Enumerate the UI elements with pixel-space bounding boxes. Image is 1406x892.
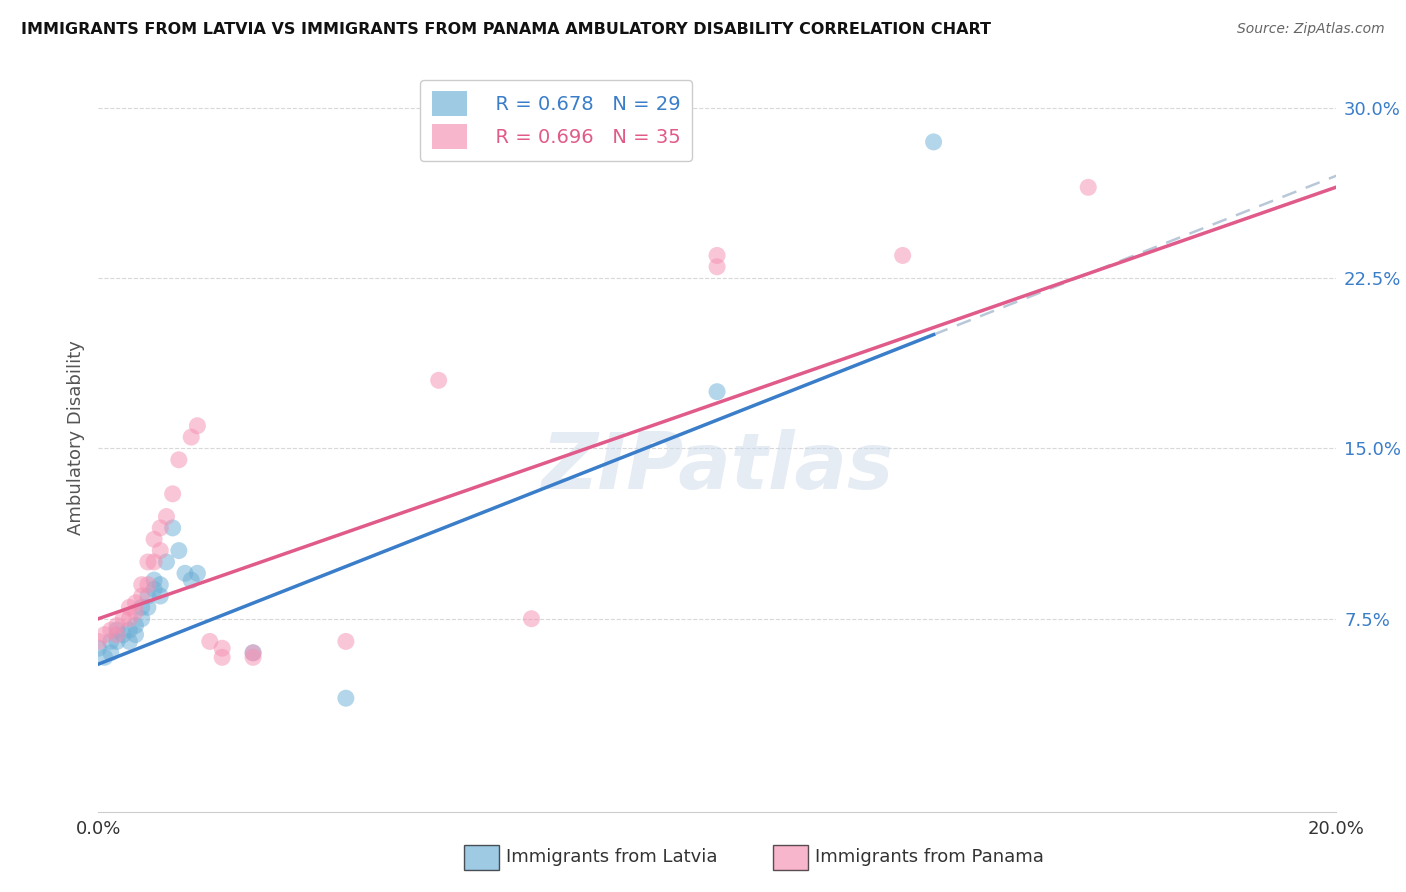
Point — [136, 600, 159, 615]
Point — [162, 521, 184, 535]
Point — [131, 600, 153, 615]
Point — [198, 634, 221, 648]
Point — [149, 589, 172, 603]
Point — [124, 627, 146, 641]
Point — [105, 634, 128, 648]
Point — [131, 589, 153, 603]
Point — [105, 623, 128, 637]
Point — [100, 634, 122, 648]
Point — [124, 596, 146, 610]
Point — [136, 577, 159, 591]
Point — [93, 627, 115, 641]
Point — [143, 582, 166, 597]
Point — [105, 627, 128, 641]
Point — [167, 543, 190, 558]
Text: Source: ZipAtlas.com: Source: ZipAtlas.com — [1237, 22, 1385, 37]
Point — [131, 577, 153, 591]
Point — [242, 646, 264, 660]
Point — [162, 487, 184, 501]
Point — [180, 573, 202, 587]
Point — [186, 566, 208, 581]
Point — [124, 618, 146, 632]
Point — [211, 641, 233, 656]
Point — [131, 612, 153, 626]
Point — [93, 650, 115, 665]
Point — [155, 555, 177, 569]
Point — [149, 543, 172, 558]
Y-axis label: Ambulatory Disability: Ambulatory Disability — [66, 340, 84, 534]
Point — [112, 612, 135, 626]
Point — [335, 691, 357, 706]
Point — [922, 135, 945, 149]
Point — [118, 623, 141, 637]
Point — [87, 634, 110, 648]
Point — [143, 573, 166, 587]
Point — [167, 452, 190, 467]
Point — [100, 646, 122, 660]
Point — [180, 430, 202, 444]
Text: IMMIGRANTS FROM LATVIA VS IMMIGRANTS FROM PANAMA AMBULATORY DISABILITY CORRELATI: IMMIGRANTS FROM LATVIA VS IMMIGRANTS FRO… — [21, 22, 991, 37]
Point — [706, 260, 728, 274]
Legend:   R = 0.678   N = 29,   R = 0.696   N = 35: R = 0.678 N = 29, R = 0.696 N = 35 — [420, 79, 692, 161]
Point — [149, 577, 172, 591]
Point — [706, 248, 728, 262]
Point — [105, 618, 128, 632]
Point — [100, 623, 122, 637]
Point — [118, 634, 141, 648]
Point — [112, 627, 135, 641]
Point — [891, 248, 914, 262]
Point — [118, 600, 141, 615]
Point — [118, 612, 141, 626]
Point — [520, 612, 543, 626]
Text: ZIPatlas: ZIPatlas — [541, 429, 893, 505]
Point — [211, 650, 233, 665]
Point — [87, 641, 110, 656]
Point — [242, 650, 264, 665]
Point — [136, 589, 159, 603]
Point — [143, 533, 166, 547]
Point — [242, 646, 264, 660]
Text: Immigrants from Panama: Immigrants from Panama — [815, 848, 1045, 866]
Point — [335, 634, 357, 648]
Point — [136, 555, 159, 569]
Point — [143, 555, 166, 569]
Text: Immigrants from Latvia: Immigrants from Latvia — [506, 848, 717, 866]
Point — [124, 605, 146, 619]
Point — [186, 418, 208, 433]
Point — [1077, 180, 1099, 194]
Point — [427, 373, 450, 387]
Point — [155, 509, 177, 524]
Point — [706, 384, 728, 399]
Point — [149, 521, 172, 535]
Point — [174, 566, 197, 581]
